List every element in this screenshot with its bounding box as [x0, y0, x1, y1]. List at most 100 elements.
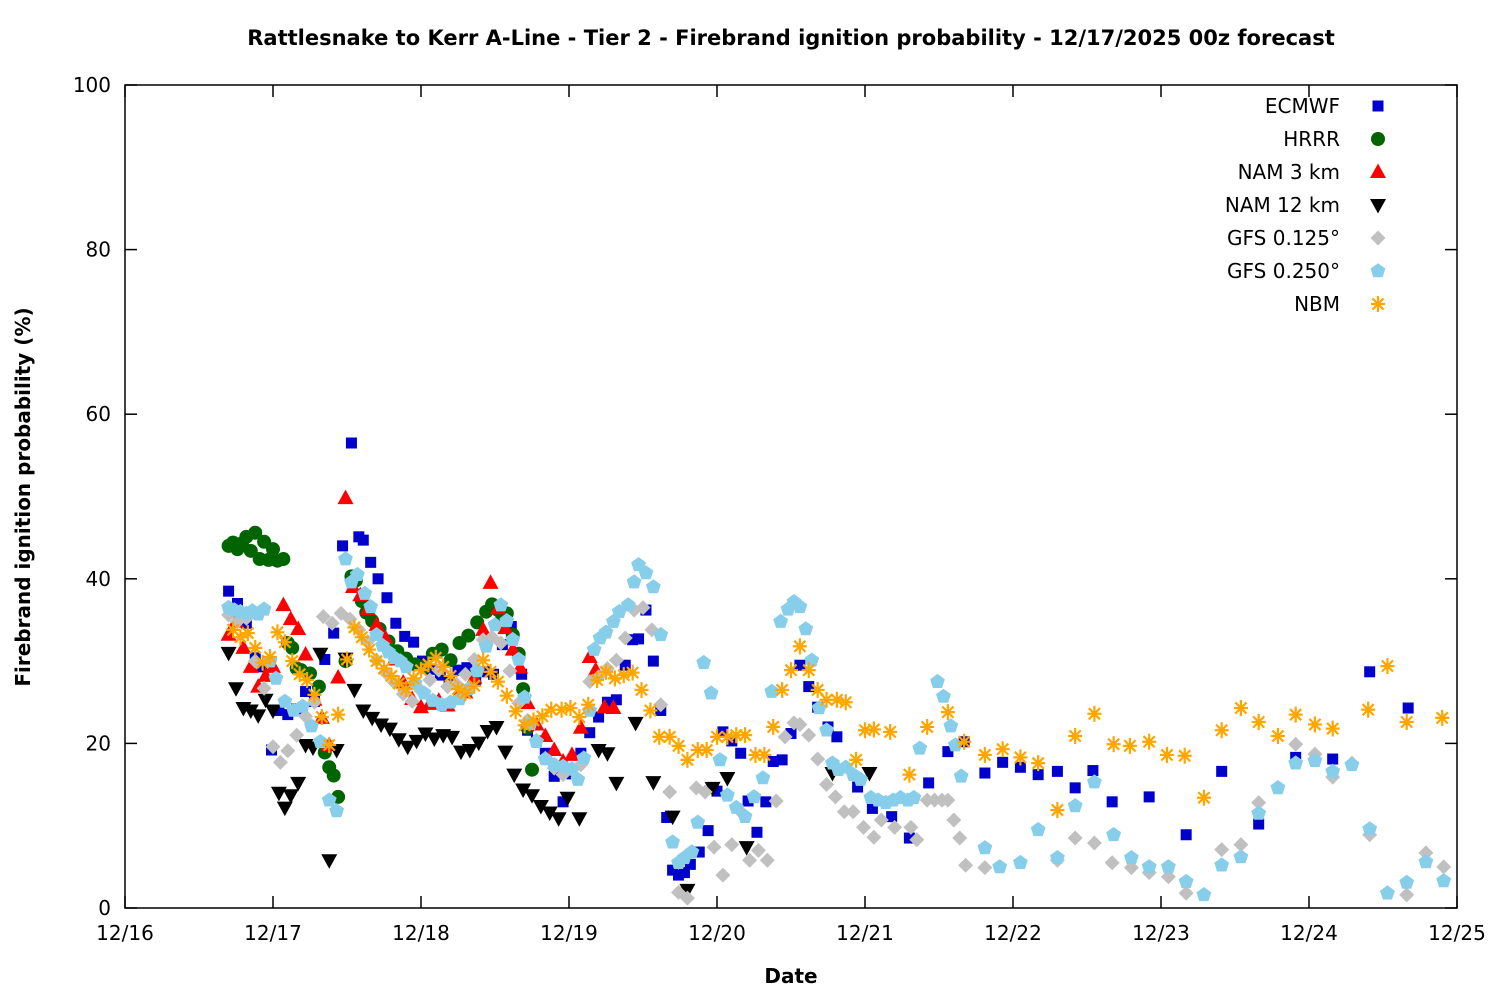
data-point-marker — [1196, 789, 1211, 806]
data-point-marker — [958, 857, 974, 873]
data-point-marker — [1106, 827, 1122, 842]
data-point-marker — [1370, 163, 1386, 178]
data-point-marker — [263, 648, 278, 665]
x-tick-label: 12/18 — [392, 921, 450, 945]
data-point-marker — [1013, 749, 1028, 766]
data-point-marker — [1361, 701, 1376, 718]
data-point-marker — [704, 781, 721, 797]
data-point-marker — [1067, 798, 1083, 813]
data-point-marker — [1161, 859, 1176, 874]
data-point-marker — [340, 651, 354, 668]
data-point-marker — [785, 728, 797, 740]
data-point-marker — [571, 812, 588, 827]
data-point-marker — [546, 741, 563, 756]
x-tick-label: 12/25 — [1428, 921, 1486, 945]
data-point-marker — [635, 600, 651, 616]
data-point-marker — [601, 696, 613, 708]
data-point-marker — [690, 814, 706, 829]
data-point-marker — [300, 672, 315, 689]
y-tick-label: 80 — [86, 238, 111, 262]
data-point-marker — [866, 829, 882, 845]
data-point-marker — [883, 723, 898, 740]
data-point-marker — [664, 810, 681, 826]
data-point-marker — [368, 616, 385, 631]
data-point-marker — [773, 613, 789, 628]
data-point-marker — [887, 819, 903, 835]
data-point-marker — [1435, 709, 1450, 726]
data-point-marker — [605, 699, 622, 715]
data-point-marker — [760, 796, 772, 808]
data-point-marker — [647, 655, 659, 667]
data-point-marker — [643, 702, 658, 719]
data-point-marker — [599, 663, 613, 680]
data-point-marker — [282, 709, 294, 721]
data-point-marker — [357, 585, 373, 600]
data-point-marker — [1325, 720, 1340, 737]
data-point-marker — [757, 746, 772, 763]
data-point-marker — [696, 654, 712, 670]
data-point-marker — [357, 534, 369, 546]
data-point-marker — [506, 768, 523, 784]
data-point-marker — [819, 777, 835, 793]
data-point-marker — [719, 787, 735, 802]
data-point-marker — [324, 615, 340, 631]
data-point-marker — [255, 654, 270, 671]
data-point-marker — [853, 771, 868, 786]
data-point-marker — [381, 592, 393, 604]
data-point-marker — [617, 630, 633, 646]
data-point-marker — [242, 704, 259, 719]
legend-label: NAM 3 km — [1238, 160, 1340, 184]
data-point-marker — [330, 669, 347, 684]
data-point-marker — [273, 704, 285, 716]
data-point-marker — [995, 741, 1010, 758]
data-point-marker — [248, 525, 263, 540]
data-point-marker — [1014, 761, 1026, 773]
data-point-marker — [1178, 873, 1194, 888]
data-point-marker — [321, 854, 338, 869]
data-point-marker — [711, 785, 723, 797]
x-tick-label: 12/17 — [244, 921, 302, 945]
data-point-marker — [920, 718, 935, 735]
data-point-marker — [849, 751, 864, 768]
data-point-marker — [1032, 769, 1044, 781]
data-point-marker — [952, 830, 968, 846]
data-point-marker — [673, 869, 685, 881]
data-point-marker — [699, 741, 714, 758]
legend-item-hrrr: HRRR — [1283, 127, 1385, 151]
data-point-marker — [289, 727, 305, 743]
data-point-marker — [856, 819, 872, 835]
data-point-marker — [671, 737, 686, 754]
data-point-marker — [381, 722, 398, 738]
data-point-marker — [290, 776, 307, 792]
data-point-marker — [1106, 796, 1118, 808]
data-point-marker — [906, 789, 922, 804]
data-point-marker — [1233, 837, 1249, 853]
data-point-marker — [759, 852, 775, 868]
data-point-marker — [1325, 763, 1341, 778]
data-point-marker — [548, 770, 560, 782]
data-point-marker — [570, 771, 586, 786]
data-point-marker — [977, 746, 992, 763]
data-point-marker — [633, 633, 645, 645]
data-point-marker — [276, 552, 291, 567]
data-point-marker — [475, 621, 492, 636]
data-point-marker — [764, 683, 780, 698]
data-point-marker — [364, 711, 381, 727]
data-point-marker — [272, 754, 288, 770]
data-point-marker — [398, 659, 414, 674]
data-point-marker — [482, 574, 499, 589]
data-point-marker — [620, 597, 636, 612]
data-point-marker — [679, 890, 695, 906]
legend-label: NBM — [1294, 292, 1340, 316]
data-point-marker — [979, 767, 991, 779]
data-point-marker — [886, 811, 898, 823]
data-point-marker — [461, 743, 478, 759]
data-point-marker — [408, 734, 425, 750]
data-point-marker — [746, 789, 762, 804]
data-point-marker — [436, 658, 451, 675]
data-point-marker — [1327, 753, 1339, 765]
data-point-marker — [290, 620, 307, 636]
data-point-marker — [488, 720, 505, 736]
data-point-marker — [1159, 746, 1174, 763]
